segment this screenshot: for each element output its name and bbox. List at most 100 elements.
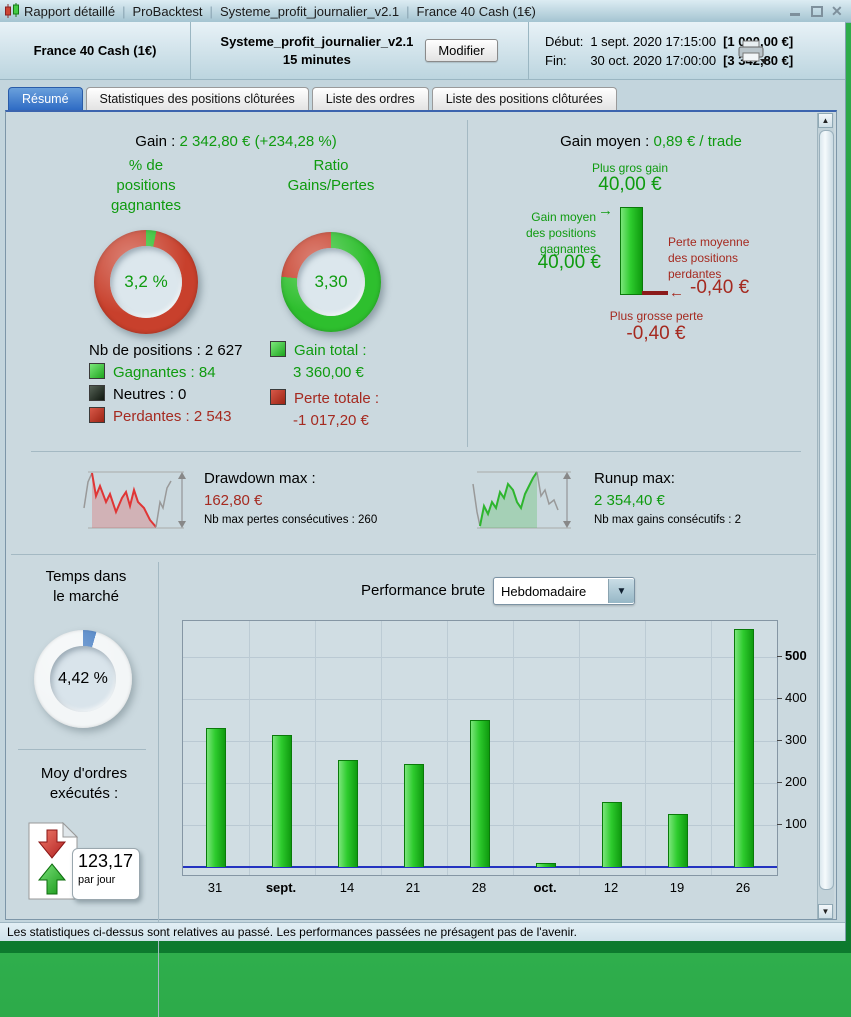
grid-line-v (249, 621, 250, 875)
ratio-donut-hole: 3,30 (297, 248, 365, 316)
y-tick-label: 500 (785, 648, 807, 663)
system-timeframe: 15 minutes (282, 51, 351, 67)
x-tick-label: 31 (207, 880, 223, 895)
title-bar: Rapport détaillé | ProBacktest | Systeme… (0, 0, 851, 23)
gain-value: 2 342,80 € (+234,28 %) (179, 133, 337, 150)
summary-panel: Gain : 2 342,80 € (+234,28 %) Gain moyen… (5, 110, 837, 1017)
ratio-value: 3,30 (314, 272, 348, 291)
biggest-gain-label: Plus gros gain (591, 161, 669, 175)
avg-loss-value: -0,40 € (690, 277, 750, 298)
section-divider-horizontal (31, 451, 801, 452)
chart-bar (602, 802, 622, 867)
gain-total-value: 3 360,00 € (293, 364, 364, 381)
print-icon[interactable] (736, 39, 770, 70)
header-divider (528, 22, 529, 79)
ratio-donut: 3,30 (281, 232, 381, 332)
orders-title: Moy d'ordres exécutés : (40, 765, 128, 802)
period-dropdown[interactable]: Hebdomadaire ▼ (493, 577, 635, 605)
positions-legend: Nb de positions : 2 627 Gagnantes : 84 N… (89, 340, 242, 428)
grid-line-v (315, 621, 316, 875)
tab-liste-positions[interactable]: Liste des positions clôturées (431, 87, 617, 110)
y-tick-dash (777, 782, 782, 783)
candlestick-app-icon (4, 3, 21, 22)
chart-bar (668, 814, 688, 867)
instrument-name: France 40 Cash (1€) (33, 43, 157, 58)
y-tick-label: 200 (785, 774, 807, 789)
x-tick-label: 26 (735, 880, 751, 895)
winners-swatch (89, 363, 105, 379)
scroll-down-button[interactable]: ▼ (818, 904, 833, 919)
market-time-donut-hole: 4,42 % (50, 646, 116, 712)
arrow-left-icon: ← (669, 284, 684, 301)
scroll-up-button[interactable]: ▲ (818, 113, 833, 128)
chart-bar (536, 863, 556, 867)
maximize-button[interactable] (810, 5, 823, 17)
grid-line-v (447, 621, 448, 875)
avg-win-value: 40,00 € (537, 252, 601, 273)
title-separator: | (122, 3, 126, 19)
runup-sparkline-icon (471, 468, 581, 539)
title-separator: | (209, 3, 213, 19)
system-name: Systeme_profit_journalier_v2.1 (220, 33, 414, 49)
x-tick-label: 28 (471, 880, 487, 895)
runup-value: 2 354,40 € (594, 492, 665, 509)
chart-bar (404, 764, 424, 867)
zero-line (183, 866, 777, 868)
bottom-divider-vertical (158, 562, 159, 1017)
title-part-probacktest: ProBacktest (132, 3, 203, 19)
title-part-instrument: France 40 Cash (1€) (416, 3, 536, 19)
start-datetime: 1 sept. 2020 17:15:00 (590, 34, 717, 49)
bar-chart-plot (182, 620, 778, 876)
x-tick-label: 12 (603, 880, 619, 895)
tab-statistiques[interactable]: Statistiques des positions clôturées (85, 87, 309, 110)
x-tick-label: sept. (265, 880, 297, 895)
grid-line-h (183, 657, 777, 658)
drawdown-sparkline-icon (82, 468, 192, 539)
modify-button[interactable]: Modifier (425, 39, 498, 62)
avg-gain-headline: Gain moyen : 0,89 € / trade (476, 133, 826, 150)
scrollbar-thumb[interactable] (819, 130, 834, 890)
avg-gain-label: Gain moyen : (560, 133, 650, 150)
chart-bar (272, 735, 292, 867)
biggest-loss-label: Plus grosse perte (609, 309, 704, 323)
drawdown-sub: Nb max pertes consécutives : 260 (204, 514, 378, 526)
drawdown-label: Drawdown max : (204, 470, 316, 487)
vertical-scrollbar[interactable]: ▲ ▼ (817, 113, 834, 919)
title-part-system: Systeme_profit_journalier_v2.1 (219, 3, 400, 19)
neutral-swatch (89, 385, 105, 401)
close-button[interactable]: ✕ (831, 3, 843, 19)
report-header: France 40 Cash (1€) Systeme_profit_journ… (0, 22, 845, 80)
perte-total-value: -1 017,20 € (293, 412, 369, 429)
totals-legend: Gain total : 3 360,00 € Perte totale : -… (270, 340, 379, 432)
chevron-down-icon[interactable]: ▼ (608, 579, 634, 603)
orders-value-box: 123,17 par jour (72, 848, 140, 900)
tab-bar: Résumé Statistiques des positions clôtur… (8, 87, 617, 110)
disclaimer-bar: Les statistiques ci-dessus sont relative… (0, 922, 845, 941)
minimize-button[interactable] (789, 5, 801, 17)
x-tick-label: 19 (669, 880, 685, 895)
chart-bar (470, 720, 490, 867)
avg-win-bar (620, 207, 643, 295)
section-divider-horizontal (11, 554, 816, 555)
win-rate-donut-hole: 3,2 % (110, 246, 182, 318)
title-part-report: Rapport détaillé (24, 3, 116, 19)
runup-label: Runup max: (594, 470, 675, 487)
y-tick-label: 400 (785, 690, 807, 705)
title-separator: | (406, 3, 410, 19)
win-rate-value: 3,2 % (124, 272, 168, 291)
market-time-donut: 4,42 % (34, 630, 132, 728)
y-tick-dash (777, 698, 782, 699)
grid-line-v (513, 621, 514, 875)
market-time-title: Temps dans le marché (45, 568, 127, 605)
start-label: Début: (545, 34, 584, 49)
tab-resume[interactable]: Résumé (8, 87, 83, 110)
grid-line-v (645, 621, 646, 875)
losers-swatch (89, 407, 105, 423)
orders-unit: par jour (78, 874, 116, 886)
x-tick-label: 14 (339, 880, 355, 895)
drawdown-value: 162,80 € (204, 492, 263, 509)
tab-liste-ordres[interactable]: Liste des ordres (311, 87, 429, 110)
biggest-loss-value: -0,40 € (626, 323, 686, 344)
chart-bar (734, 629, 754, 867)
